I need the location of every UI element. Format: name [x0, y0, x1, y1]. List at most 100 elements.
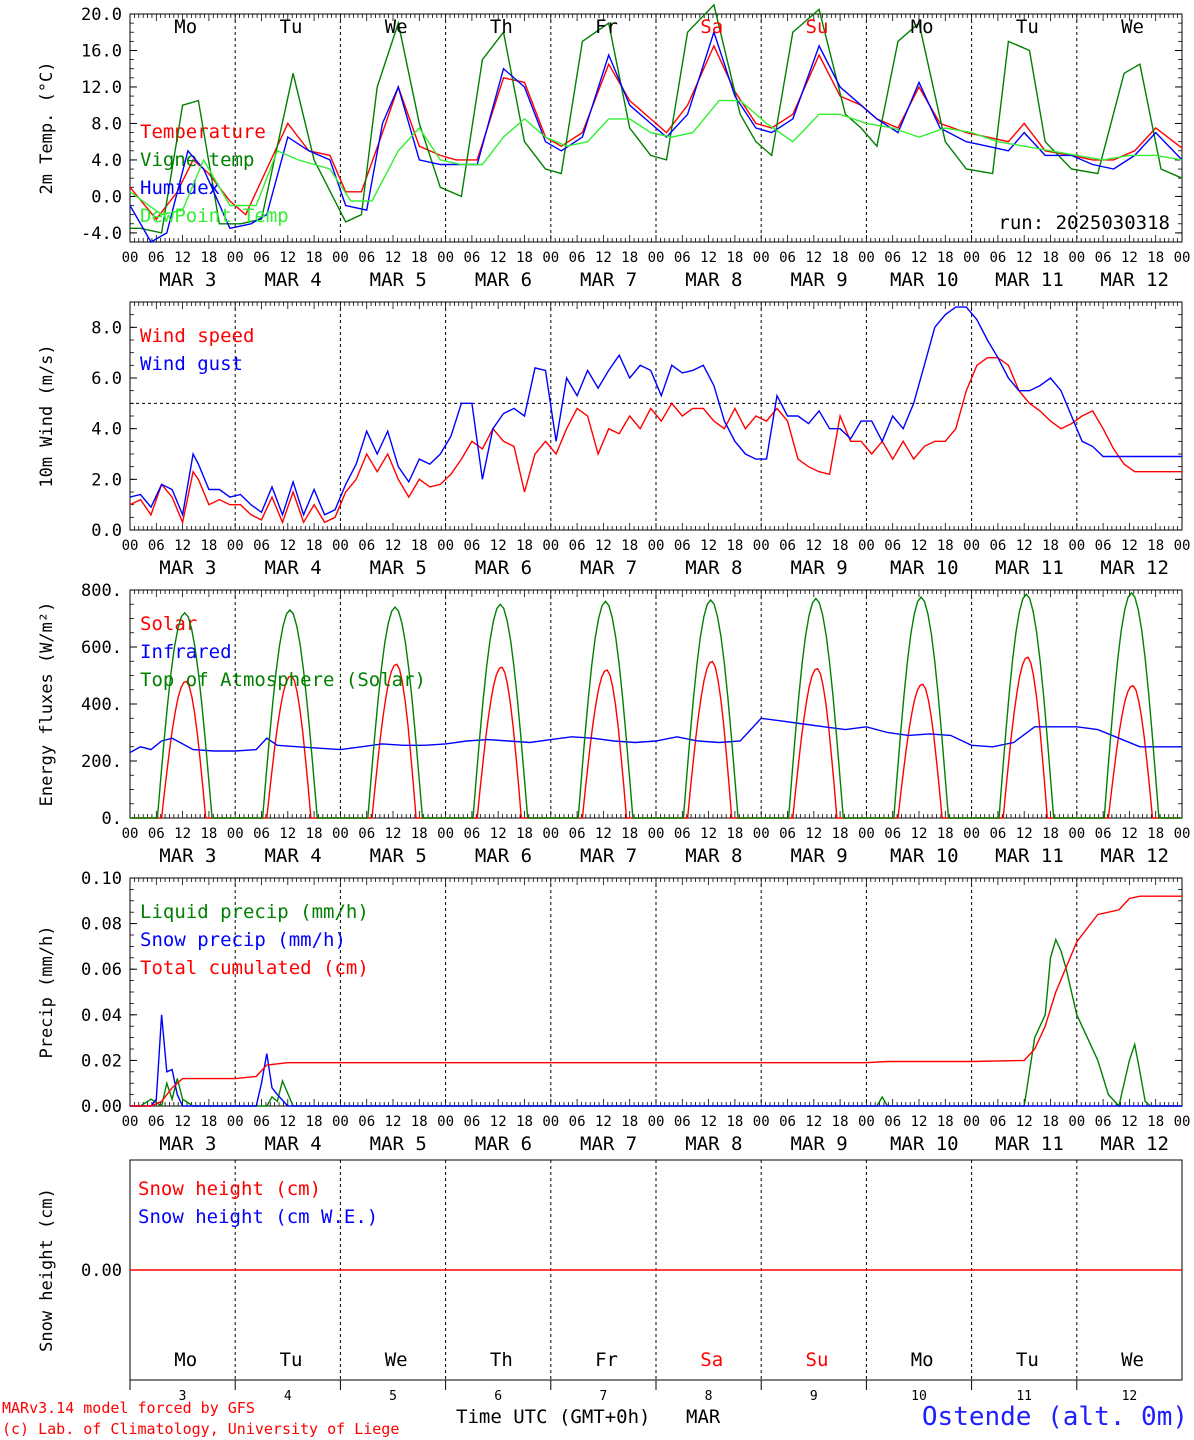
hour-tick-label: 06	[674, 250, 691, 266]
series-line	[130, 1014, 1182, 1107]
date-label: MAR 4	[264, 557, 321, 579]
legend-entry: Snow height (cm)	[138, 1178, 321, 1200]
day-name-label: We	[385, 16, 408, 38]
hour-tick-label: 00	[648, 538, 665, 554]
hour-tick-label: 00	[1068, 250, 1085, 266]
hour-tick-label: 18	[621, 826, 638, 842]
hour-tick-label: 12	[805, 826, 822, 842]
day-name-label: Tu	[1016, 1349, 1039, 1371]
day-name-label: Mo	[911, 1349, 934, 1371]
hour-tick-label: 06	[989, 250, 1006, 266]
date-label: MAR 7	[580, 845, 637, 867]
hour-tick-label: 18	[200, 538, 217, 554]
date-label: MAR 10	[890, 1133, 959, 1155]
day-name-label: We	[1121, 1349, 1144, 1371]
date-label: MAR 3	[159, 557, 216, 579]
y-axis-label: 2m Temp. (°C)	[37, 61, 57, 194]
hour-tick-label: 12	[279, 826, 296, 842]
legend-entry: Temperature	[140, 121, 266, 143]
day-name-label: We	[385, 1349, 408, 1371]
y-tick-label: 800.	[81, 581, 122, 601]
hour-tick-label: 00	[1174, 538, 1191, 554]
day-name-label: Mo	[174, 1349, 197, 1371]
hour-tick-label: 18	[1042, 1114, 1059, 1130]
hour-tick-label: 00	[963, 826, 980, 842]
hour-tick-label: 12	[595, 1114, 612, 1130]
y-tick-label: 16.0	[81, 41, 122, 61]
y-tick-label: 400.	[81, 695, 122, 715]
hour-tick-label: 06	[779, 538, 796, 554]
hour-tick-label: 00	[227, 250, 244, 266]
hour-tick-label: 00	[122, 250, 139, 266]
hour-tick-label: 06	[1095, 250, 1112, 266]
y-tick-label: 2.0	[91, 470, 122, 490]
hour-tick-label: 00	[227, 826, 244, 842]
hour-tick-label: 12	[700, 1114, 717, 1130]
y-tick-label: 12.0	[81, 78, 122, 98]
day-number-label: 8	[705, 1389, 713, 1404]
hour-tick-label: 12	[1121, 826, 1138, 842]
day-name-label: Th	[490, 16, 513, 38]
hour-tick-label: 18	[411, 538, 428, 554]
y-tick-label: 4.0	[91, 420, 122, 440]
hour-tick-label: 12	[385, 250, 402, 266]
y-tick-label: 0.02	[81, 1051, 122, 1071]
day-name-label: We	[1121, 16, 1144, 38]
hour-tick-label: 18	[1042, 826, 1059, 842]
day-number-label: 12	[1122, 1389, 1138, 1404]
date-label: MAR 5	[370, 557, 427, 579]
hour-tick-label: 06	[1095, 826, 1112, 842]
hour-tick-label: 06	[148, 826, 165, 842]
hour-tick-label: 12	[279, 250, 296, 266]
hour-tick-label: 00	[1174, 250, 1191, 266]
hour-tick-label: 00	[227, 538, 244, 554]
date-label: MAR 11	[995, 1133, 1064, 1155]
hour-tick-label: 06	[148, 1114, 165, 1130]
hour-tick-label: 00	[437, 538, 454, 554]
date-label: MAR 10	[890, 557, 959, 579]
hour-tick-label: 06	[674, 826, 691, 842]
hour-tick-label: 00	[122, 1114, 139, 1130]
y-tick-label: 0.0	[91, 521, 122, 541]
hour-tick-label: 12	[1121, 250, 1138, 266]
date-label: MAR 9	[790, 269, 847, 291]
hour-tick-label: 12	[1121, 1114, 1138, 1130]
hour-tick-label: 18	[1147, 1114, 1164, 1130]
x-axis-title: Time UTC (GMT+0h)	[456, 1406, 651, 1428]
hour-tick-label: 00	[437, 1114, 454, 1130]
hour-tick-label: 12	[595, 826, 612, 842]
hour-tick-label: 06	[884, 538, 901, 554]
hour-tick-label: 12	[911, 826, 928, 842]
legend-entry: Humidex	[140, 177, 220, 199]
series-line	[130, 895, 1182, 1107]
day-number-label: 4	[284, 1389, 292, 1404]
date-label: MAR 3	[159, 1133, 216, 1155]
day-number-label: 6	[494, 1389, 502, 1404]
day-number-label: 5	[389, 1389, 397, 1404]
hour-tick-label: 18	[937, 250, 954, 266]
date-label: MAR 10	[890, 845, 959, 867]
hour-tick-label: 06	[884, 826, 901, 842]
date-label: MAR 12	[1100, 1133, 1169, 1155]
y-tick-label: 0.0	[91, 187, 122, 207]
hour-tick-label: 06	[463, 1114, 480, 1130]
hour-tick-label: 00	[542, 826, 559, 842]
hour-tick-label: 12	[174, 538, 191, 554]
hour-tick-label: 00	[437, 826, 454, 842]
legend-entry: Wind speed	[140, 325, 254, 347]
hour-tick-label: 12	[1121, 538, 1138, 554]
hour-tick-label: 18	[832, 1114, 849, 1130]
hour-tick-label: 12	[385, 1114, 402, 1130]
hour-tick-label: 06	[1095, 1114, 1112, 1130]
hour-tick-label: 06	[884, 1114, 901, 1130]
date-label: MAR 7	[580, 1133, 637, 1155]
hour-tick-label: 12	[805, 538, 822, 554]
hour-tick-label: 12	[805, 250, 822, 266]
date-label: MAR 3	[159, 269, 216, 291]
series-line	[130, 3, 1183, 234]
hour-tick-label: 12	[279, 1114, 296, 1130]
hour-tick-label: 12	[385, 826, 402, 842]
hour-tick-label: 18	[516, 826, 533, 842]
hour-tick-label: 00	[963, 1114, 980, 1130]
hour-tick-label: 18	[200, 826, 217, 842]
